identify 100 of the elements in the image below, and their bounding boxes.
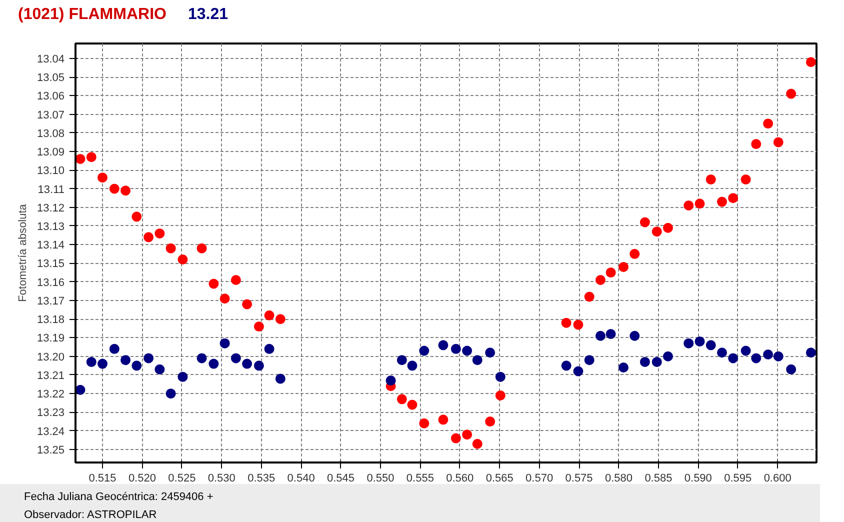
point [76, 154, 86, 164]
point [120, 355, 131, 366]
y-tick-label: 13.18 [36, 314, 65, 326]
point [386, 376, 396, 386]
point [230, 353, 241, 364]
point [450, 433, 461, 444]
point [606, 329, 616, 339]
y-tick-label: 13.19 [36, 332, 65, 345]
x-tick-label: 0.565 [486, 472, 514, 484]
point [495, 372, 506, 382]
x-tick-label: 0.545 [327, 472, 355, 484]
point [561, 360, 572, 371]
point [98, 358, 108, 369]
point [694, 336, 705, 346]
x-tick-label: 0.575 [565, 472, 593, 484]
x-tick-label: 0.525 [168, 472, 196, 484]
point [264, 344, 274, 354]
x-tick-label: 0.550 [366, 472, 394, 484]
point [485, 348, 496, 358]
point [196, 243, 207, 254]
y-tick-label: 13.13 [36, 221, 65, 233]
point [773, 351, 784, 362]
point [606, 268, 616, 278]
point [652, 356, 662, 367]
point [706, 340, 716, 350]
point [662, 222, 673, 233]
x-tick-label: 0.570 [526, 472, 554, 484]
x-tick-label: 0.555 [406, 472, 434, 484]
point [472, 355, 482, 366]
x-tick-label: 0.520 [128, 472, 156, 484]
point [144, 232, 154, 242]
point [208, 358, 219, 369]
x-tick-label: 0.535 [248, 472, 276, 484]
point [109, 184, 120, 194]
point [773, 137, 784, 148]
chart-subtitle: 13.21 [188, 6, 228, 23]
y-tick-label: 13.08 [36, 128, 65, 140]
y-axis-title: Fotometría absoluta [16, 203, 29, 302]
point [132, 212, 142, 222]
point [706, 174, 716, 184]
y-tick-label: 13.14 [36, 240, 65, 252]
point [407, 360, 418, 371]
point [242, 358, 252, 369]
point [684, 200, 694, 211]
y-tick-label: 13.06 [36, 90, 65, 103]
point [786, 364, 796, 374]
x-tick-label: 0.600 [764, 472, 792, 484]
point [438, 414, 448, 425]
point [166, 388, 176, 399]
point [144, 353, 154, 364]
x-tick-label: 0.540 [287, 472, 315, 484]
point [740, 346, 751, 356]
point [751, 139, 762, 150]
point [728, 193, 738, 204]
point [109, 344, 120, 354]
point [640, 356, 650, 367]
point [196, 353, 207, 364]
point [76, 384, 86, 395]
point [595, 275, 606, 285]
point [462, 430, 472, 440]
point [98, 172, 108, 183]
y-tick-label: 13.07 [36, 109, 65, 122]
point [438, 340, 448, 350]
point [662, 351, 673, 362]
y-tick-label: 13.25 [36, 444, 65, 456]
y-tick-label: 13.20 [36, 351, 65, 364]
point [419, 418, 430, 428]
y-tick-label: 13.12 [36, 202, 65, 214]
point [630, 330, 640, 341]
point [86, 152, 96, 162]
y-tick-label: 13.24 [36, 426, 65, 438]
y-tick-label: 13.17 [36, 295, 65, 308]
point [584, 355, 594, 366]
point [786, 88, 796, 99]
point [728, 353, 738, 364]
point [178, 372, 188, 382]
point [264, 310, 274, 320]
point [419, 346, 430, 356]
point [154, 228, 165, 238]
y-tick-label: 13.05 [36, 72, 65, 84]
point [595, 330, 606, 341]
point [208, 278, 219, 289]
point [407, 400, 418, 410]
y-tick-label: 13.16 [36, 276, 65, 289]
y-tick-label: 13.04 [36, 53, 65, 66]
point [573, 366, 584, 376]
point [618, 362, 629, 373]
point [254, 360, 264, 371]
point [396, 355, 407, 366]
point [561, 318, 572, 328]
x-tick-label: 0.560 [446, 472, 474, 484]
point [472, 438, 482, 449]
point [462, 346, 472, 356]
point [220, 294, 230, 304]
point [716, 196, 727, 207]
point [230, 275, 241, 285]
point [763, 350, 774, 360]
point [275, 374, 286, 384]
point [716, 348, 727, 358]
x-tick-label: 0.595 [724, 472, 752, 484]
